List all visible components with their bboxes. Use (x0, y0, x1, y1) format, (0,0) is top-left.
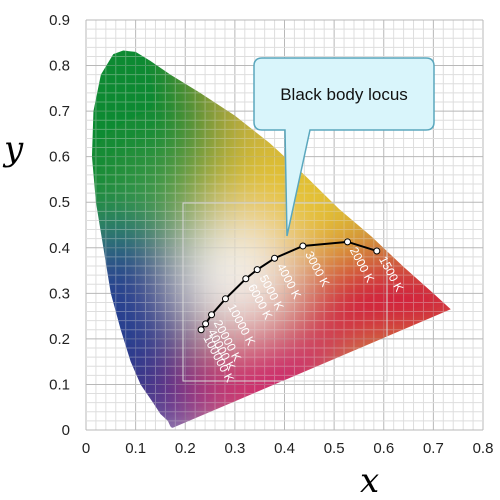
x-axis-ticks: 0 0.1 0.2 0.3 0.4 0.5 0.6 0.7 0.8 (82, 440, 494, 457)
y-tick-label: 0.8 (49, 58, 70, 75)
x-tick-label: 0 (82, 440, 90, 457)
y-tick-label: 0.4 (49, 240, 70, 257)
y-tick-label: 0.3 (49, 285, 70, 302)
x-tick-label: 0.5 (324, 440, 345, 457)
x-tick-label: 0.7 (423, 440, 444, 457)
blackbody-points (197, 238, 381, 334)
callout-bubble: Black body locus (253, 57, 435, 237)
y-tick-label: 0.7 (49, 103, 70, 120)
blackbody-point (197, 326, 205, 334)
x-tick-label: 0.4 (274, 440, 295, 457)
y-axis-label: y (2, 129, 24, 169)
x-axis-label: x (360, 461, 379, 500)
blackbody-point (221, 295, 229, 303)
blackbody-point (208, 311, 216, 319)
callout-shape (253, 57, 435, 237)
x-tick-label: 0.1 (125, 440, 146, 457)
x-tick-label: 0.2 (175, 440, 196, 457)
callout-text: Black body locus (280, 85, 408, 104)
inner-grid-box (182, 202, 388, 382)
blackbody-point (253, 266, 261, 274)
y-tick-label: 0 (62, 422, 70, 439)
blackbody-point (373, 247, 381, 255)
blackbody-point (202, 320, 210, 328)
y-tick-label: 0.9 (49, 12, 70, 29)
blackbody-point (242, 275, 250, 283)
y-tick-label: 0.1 (49, 376, 70, 393)
blackbody-locus-curve (200, 240, 378, 331)
x-tick-label: 0.3 (224, 440, 245, 457)
y-tick-label: 0.2 (49, 331, 70, 348)
blackbody-point (271, 254, 279, 262)
x-tick-label: 0.6 (373, 440, 394, 457)
y-tick-label: 0.6 (49, 149, 70, 166)
x-tick-label: 0.8 (473, 440, 494, 457)
blackbody-point (344, 238, 352, 246)
blackbody-point (299, 242, 307, 250)
y-tick-label: 0.5 (49, 194, 70, 211)
y-axis-ticks: 0 0.1 0.2 0.3 0.4 0.5 0.6 0.7 0.8 0.9 (49, 12, 70, 439)
